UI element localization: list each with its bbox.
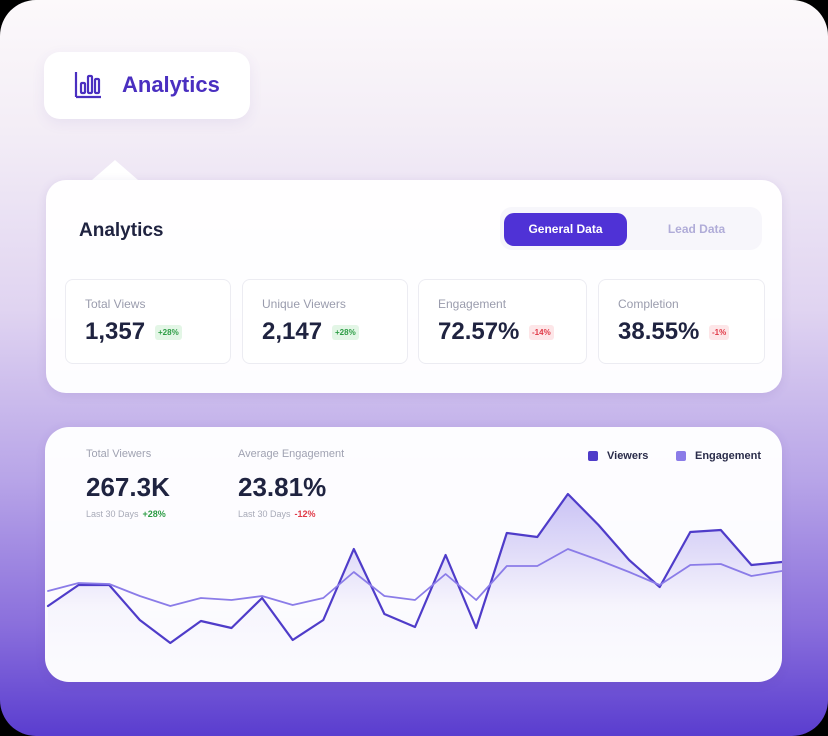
summary-period-row: Last 30 Days +28% xyxy=(86,509,170,519)
summary-value: 267.3K xyxy=(86,472,170,502)
change-badge: -1% xyxy=(709,325,730,340)
stat-value: 38.55% xyxy=(618,318,700,345)
stat-value: 2,147 xyxy=(262,318,323,345)
summary-change: +28% xyxy=(142,509,166,519)
header-title: Analytics xyxy=(122,72,220,97)
summary-change: -12% xyxy=(294,509,316,519)
change-badge: +28% xyxy=(155,325,182,340)
summary-label: Average Engagement xyxy=(238,448,345,460)
stat-label: Total Views xyxy=(85,297,146,311)
legend-item: Engagement xyxy=(676,450,761,462)
area xyxy=(48,494,782,682)
stat-value: 72.57% xyxy=(438,318,520,345)
summary-metric: Average Engagement 23.81% Last 30 Days -12% xyxy=(238,448,344,519)
legend-swatch xyxy=(676,451,686,461)
stat-label: Unique Viewers xyxy=(262,297,346,311)
summary-metric: Total Viewers 267.3K Last 30 Days +28% xyxy=(86,448,170,519)
panel-title: Analytics xyxy=(79,220,164,241)
tab[interactable]: Lead Data xyxy=(667,222,726,236)
legend-label: Engagement xyxy=(695,450,762,462)
stat-card: Unique Viewers 2,147 +28% xyxy=(242,279,408,364)
tab[interactable]: General Data xyxy=(504,213,627,246)
summary-period: Last 30 Days xyxy=(238,509,291,519)
change-badge: +28% xyxy=(332,325,359,340)
line xyxy=(46,492,782,645)
legend-swatch xyxy=(588,451,598,461)
change-badge: -14% xyxy=(529,325,554,340)
line xyxy=(47,548,782,607)
summary-value: 23.81% xyxy=(238,472,327,502)
stat-card: Completion 38.55% -1% xyxy=(598,279,765,364)
header-pill: Analytics xyxy=(44,52,250,119)
analytics-panel: Analytics General Data Lead Data Total Vi… xyxy=(46,180,782,393)
chart-panel: Total Viewers 267.3K Last 30 Days +28% Avera… xyxy=(45,427,782,682)
summary-period-row: Last 30 Days -12% xyxy=(238,509,344,519)
legend-label: Viewers xyxy=(607,450,649,462)
tab-bar: General Data Lead Data xyxy=(500,207,762,250)
analytics-icon xyxy=(74,72,101,99)
stat-label: Completion xyxy=(618,297,679,311)
pointer xyxy=(92,160,138,180)
legend-item: Viewers xyxy=(588,450,648,462)
stat-label: Engagement xyxy=(438,297,507,311)
stat-card: Total Views 1,357 +28% xyxy=(65,279,231,364)
stat-card: Engagement 72.57% -14% xyxy=(418,279,587,364)
summary-period: Last 30 Days xyxy=(86,509,139,519)
summary-label: Total Viewers xyxy=(86,448,152,460)
chart xyxy=(46,492,782,682)
stat-value: 1,357 xyxy=(85,318,146,345)
